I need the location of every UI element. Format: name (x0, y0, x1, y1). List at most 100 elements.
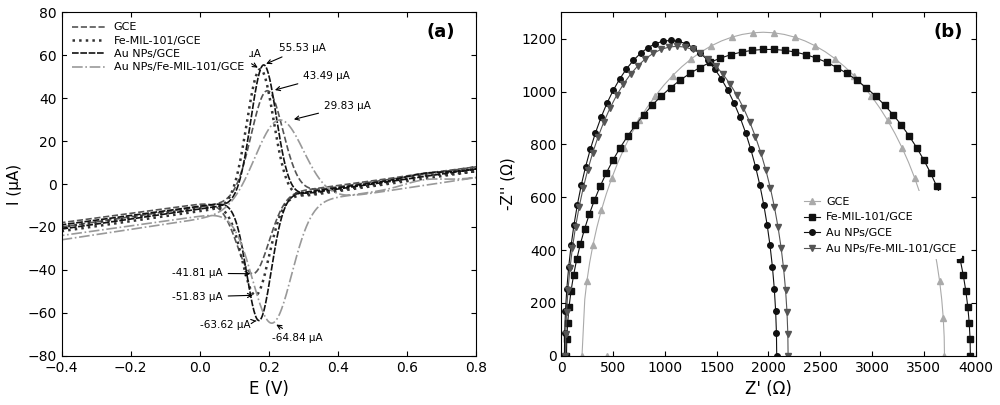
Text: -63.62 μA: -63.62 μA (200, 320, 256, 330)
Au NPs/GCE (607, 88, 619, 93)
Fe-MIL-101/GCE (964, 353, 976, 358)
Au NPs/Fe-MIL-101/GCE (274, 117, 286, 122)
GCE (246, 271, 258, 276)
Fe-MIL-101/GCE (588, 198, 600, 202)
Au NPs/GCE (635, 51, 647, 55)
Fe-MIL-101/GCE (254, 67, 266, 72)
Au NPs/Fe-MIL-101/GCE (717, 72, 729, 77)
Au NPs/Fe-MIL-101/GCE (781, 309, 793, 314)
GCE (757, 30, 769, 35)
Text: -51.83 μA: -51.83 μA (172, 292, 252, 302)
Au NPs/Fe-MIL-101/GCE (266, 321, 278, 326)
Line: Au NPs/GCE: Au NPs/GCE (562, 38, 779, 358)
Au NPs/Fe-MIL-101/GCE (780, 288, 792, 292)
Fe-MIL-101/GCE (195, 209, 207, 213)
Au NPs/GCE (770, 308, 782, 313)
Au NPs/GCE (568, 222, 580, 227)
Au NPs/GCE (649, 41, 661, 46)
Au NPs/GCE (754, 183, 766, 188)
Au NPs/Fe-MIL-101/GCE (671, 44, 683, 49)
Au NPs/Fe-MIL-101/GCE (724, 82, 736, 87)
Au NPs/Fe-MIL-101/GCE (772, 225, 784, 230)
GCE (195, 204, 207, 209)
Line: GCE: GCE (579, 30, 947, 374)
Au NPs/Fe-MIL-101/GCE (195, 216, 207, 221)
Au NPs/GCE (672, 39, 684, 44)
Au NPs/Fe-MIL-101/GCE (617, 82, 629, 87)
Au NPs/Fe-MIL-101/GCE (598, 119, 610, 124)
Au NPs/Fe-MIL-101/GCE (166, 221, 178, 226)
Au NPs/GCE (580, 164, 592, 169)
Fe-MIL-101/GCE (655, 94, 667, 98)
Line: Fe-MIL-101/GCE: Fe-MIL-101/GCE (564, 47, 973, 358)
Au NPs/GCE (665, 38, 677, 43)
Au NPs/GCE (715, 77, 727, 81)
Au NPs/GCE (258, 62, 270, 67)
Au NPs/GCE (565, 243, 577, 248)
Y-axis label: -Z'' (Ω): -Z'' (Ω) (501, 158, 516, 211)
Au NPs/Fe-MIL-101/GCE (764, 186, 776, 191)
GCE (938, 353, 950, 358)
Au NPs/Fe-MIL-101/GCE (561, 309, 573, 314)
Au NPs/GCE (563, 264, 575, 269)
Au NPs/GCE (56, 227, 68, 232)
Au NPs/Fe-MIL-101/GCE (687, 47, 699, 52)
Au NPs/Fe-MIL-101/GCE (749, 134, 761, 139)
Au NPs/Fe-MIL-101/GCE (755, 151, 767, 156)
Au NPs/Fe-MIL-101/GCE (782, 331, 794, 336)
Au NPs/Fe-MIL-101/GCE (611, 93, 623, 98)
GCE (934, 279, 946, 284)
GCE (56, 224, 68, 229)
Au NPs/Fe-MIL-101/GCE (562, 288, 574, 292)
Legend: GCE, Fe-MIL-101/GCE, Au NPs/GCE, Au NPs/Fe-MIL-101/GCE: GCE, Fe-MIL-101/GCE, Au NPs/GCE, Au NPs/… (67, 18, 249, 77)
X-axis label: E (V): E (V) (249, 380, 289, 398)
Legend: GCE, Fe-MIL-101/GCE, Au NPs/GCE, Au NPs/Fe-MIL-101/GCE: GCE, Fe-MIL-101/GCE, Au NPs/GCE, Au NPs/… (798, 191, 962, 259)
Au NPs/Fe-MIL-101/GCE (655, 47, 667, 52)
Au NPs/GCE (722, 88, 734, 93)
Au NPs/Fe-MIL-101/GCE (56, 233, 68, 238)
Au NPs/GCE (694, 51, 706, 55)
Au NPs/Fe-MIL-101/GCE (564, 266, 576, 271)
Au NPs/GCE (575, 183, 587, 188)
Au NPs/GCE (745, 147, 757, 151)
Au NPs/GCE (416, 175, 428, 179)
GCE (262, 88, 274, 93)
GCE (166, 209, 178, 213)
Y-axis label: I (μA): I (μA) (7, 164, 22, 205)
Au NPs/GCE (758, 202, 770, 207)
Au NPs/GCE (559, 308, 571, 313)
Fe-MIL-101/GCE (448, 171, 460, 176)
Au NPs/Fe-MIL-101/GCE (573, 205, 585, 210)
GCE (416, 172, 428, 177)
Text: 43.49 μA: 43.49 μA (276, 71, 350, 91)
GCE (676, 64, 688, 69)
Fe-MIL-101/GCE (622, 134, 634, 139)
Au NPs/Fe-MIL-101/GCE (566, 245, 578, 250)
Au NPs/GCE (166, 211, 178, 215)
Au NPs/Fe-MIL-101/GCE (56, 237, 68, 242)
Au NPs/GCE (657, 39, 669, 44)
Au NPs/Fe-MIL-101/GCE (775, 245, 787, 250)
Au NPs/Fe-MIL-101/GCE (737, 106, 749, 111)
Au NPs/Fe-MIL-101/GCE (663, 45, 675, 49)
Au NPs/GCE (253, 318, 265, 323)
Au NPs/GCE (195, 207, 207, 211)
Fe-MIL-101/GCE (560, 353, 572, 358)
Fe-MIL-101/GCE (851, 78, 863, 83)
Text: (a): (a) (427, 23, 455, 41)
Au NPs/Fe-MIL-101/GCE (592, 134, 604, 139)
Fe-MIL-101/GCE (56, 229, 68, 234)
Au NPs/GCE (771, 353, 783, 358)
Text: -64.84 μA: -64.84 μA (272, 325, 323, 343)
Au NPs/GCE (620, 66, 632, 71)
GCE (448, 167, 460, 172)
Fe-MIL-101/GCE (431, 172, 443, 177)
Text: 53.55 μA: 53.55 μA (214, 49, 260, 67)
GCE (594, 367, 606, 372)
Au NPs/GCE (614, 77, 626, 81)
Au NPs/GCE (601, 101, 613, 106)
Au NPs/GCE (728, 101, 740, 106)
Au NPs/Fe-MIL-101/GCE (416, 183, 428, 188)
Au NPs/Fe-MIL-101/GCE (744, 119, 756, 124)
Au NPs/Fe-MIL-101/GCE (448, 177, 460, 181)
